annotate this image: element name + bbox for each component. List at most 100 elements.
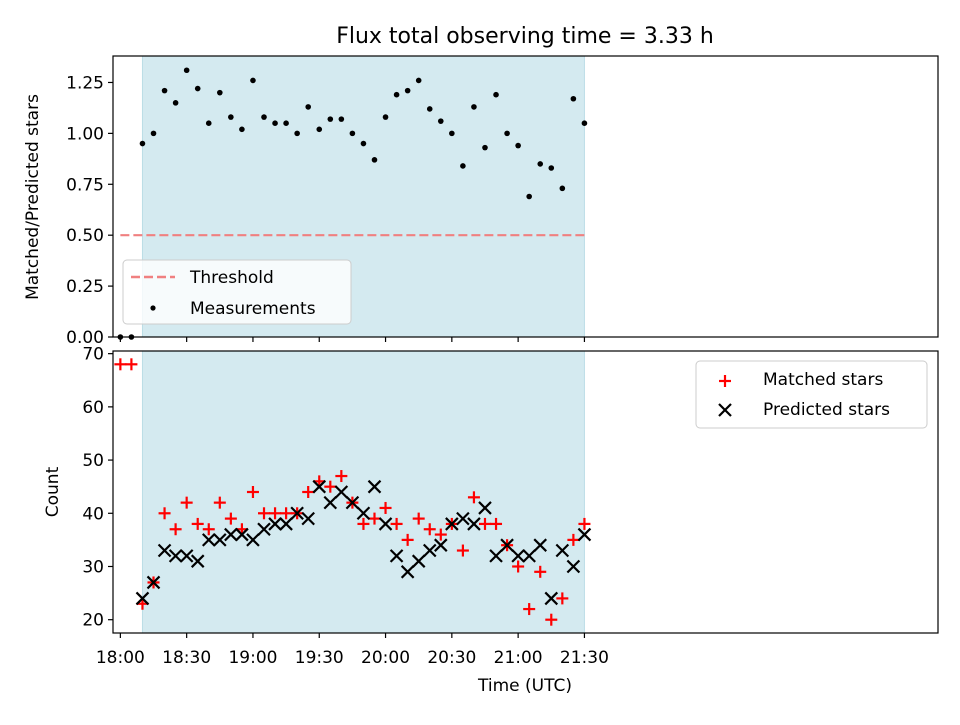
matched-star-point — [280, 507, 293, 520]
predicted-star-point — [201, 533, 216, 547]
matched-star-point — [246, 486, 259, 498]
legend-predicted-swatch — [718, 403, 732, 417]
matched-star-point — [335, 470, 348, 483]
measurement-point — [205, 120, 212, 126]
measurement-point — [559, 185, 566, 192]
predicted-star-point — [312, 479, 327, 494]
measurement-point — [515, 142, 521, 149]
top-y-tick-label: 1.00 — [66, 124, 104, 144]
matched-star-point — [191, 517, 204, 530]
measurement-point — [449, 130, 455, 137]
matched-star-point — [567, 533, 580, 546]
matched-star-point — [545, 613, 558, 626]
top-y-tick-label: 1.25 — [66, 73, 104, 93]
measurement-point — [261, 114, 267, 120]
top-legend-box — [122, 259, 352, 325]
predicted-star-point — [533, 538, 548, 552]
legend-threshold-label: Threshold — [189, 268, 274, 288]
x-tick-label: 18:00 — [96, 648, 145, 668]
bottom-panel: 20 30 40 50 60 70 18:00 18:30 19:00 19:30 20:00 20:… — [43, 345, 939, 696]
top-y-tick-label: 0.75 — [66, 175, 104, 195]
predicted-star-point — [411, 554, 426, 568]
predicted-star-point — [367, 479, 382, 494]
bottom-y-tick-label: 60 — [82, 398, 104, 418]
top-axes-frame — [112, 55, 939, 338]
matched-star-point — [523, 603, 536, 616]
measurement-point — [338, 116, 345, 122]
measurement-point — [294, 130, 300, 137]
predicted-star-point — [235, 527, 249, 542]
measurement-point — [526, 193, 532, 200]
predicted-star-point — [146, 575, 161, 590]
measurement-point — [504, 130, 510, 137]
predicted-star-point — [179, 549, 194, 563]
measurement-point — [283, 120, 289, 126]
x-tick-label: 21:00 — [494, 648, 543, 668]
measurement-point — [493, 91, 499, 98]
measurement-point — [183, 67, 190, 74]
x-axis-label: Time (UTC) — [477, 676, 572, 696]
bottom-y-axis-label: Count — [43, 466, 63, 517]
measurement-point — [460, 163, 466, 169]
matched-star-point — [467, 491, 480, 504]
matched-star-point — [324, 480, 337, 493]
x-tick-label: 20:00 — [361, 648, 410, 668]
top-y-axis-label: Matched/Predicted stars — [23, 94, 43, 300]
legend-measurements-label: Measurements — [190, 299, 316, 319]
bottom-y-tick-label: 50 — [82, 451, 104, 471]
matched-star-point — [456, 544, 469, 557]
predicted-star-point — [356, 506, 371, 521]
predicted-star-point — [456, 511, 470, 526]
chart-title: Flux total observing time = 3.33 h — [336, 24, 714, 49]
matched-star-point — [423, 523, 436, 536]
bottom-y-tick-label: 20 — [82, 611, 104, 631]
predicted-star-point — [566, 559, 581, 574]
measurement-point — [570, 95, 577, 102]
measurement-point — [471, 104, 477, 110]
x-tick-label: 19:00 — [228, 648, 277, 668]
measurement-point — [161, 87, 168, 94]
predicted-star-point — [345, 495, 360, 510]
predicted-star-point — [334, 485, 349, 499]
matched-star-point — [556, 592, 569, 605]
measurement-point — [217, 89, 223, 96]
predicted-star-point — [500, 538, 514, 552]
predicted-star-point — [190, 554, 205, 568]
predicted-star-point — [489, 549, 503, 563]
matched-star-point — [224, 512, 237, 525]
measurement-point — [437, 118, 444, 124]
bottom-legend: Matched stars Predicted stars — [695, 360, 928, 429]
predicted-star-point — [301, 511, 315, 526]
top-y-tick-label: 0.25 — [66, 277, 104, 297]
bottom-y-tick-label: 70 — [82, 345, 104, 365]
matched-star-point — [114, 358, 127, 371]
predicted-star-point — [213, 533, 227, 547]
measurement-point — [537, 161, 544, 167]
measurement-point — [250, 77, 256, 84]
predicted-star-point — [157, 543, 172, 558]
predicted-star-point — [478, 501, 492, 515]
matched-star-point — [434, 528, 447, 541]
matched-star-point — [390, 517, 403, 530]
measurement-point — [393, 91, 400, 98]
predicted-star-point — [246, 533, 260, 547]
measurement-point — [305, 104, 312, 110]
matched-star-point — [368, 512, 381, 525]
bottom-axes-frame — [112, 350, 939, 634]
legend-matched-label: Matched stars — [763, 370, 883, 390]
measurement-point — [581, 120, 588, 126]
predicted-star-point — [168, 549, 183, 563]
measurement-point — [228, 114, 234, 120]
matched-star-point — [213, 496, 226, 509]
measurement-point — [482, 144, 488, 151]
matched-star-point — [478, 517, 491, 530]
bottom-legend-box — [695, 360, 928, 429]
measurement-point — [349, 130, 356, 137]
matched-star-point — [158, 507, 171, 520]
matched-star-point — [379, 501, 392, 514]
measurement-point — [316, 126, 323, 133]
predicted-star-point — [400, 565, 415, 579]
measurement-point — [371, 157, 378, 163]
x-tick-label: 20:30 — [427, 648, 476, 668]
x-tick-label: 18:30 — [162, 648, 211, 668]
